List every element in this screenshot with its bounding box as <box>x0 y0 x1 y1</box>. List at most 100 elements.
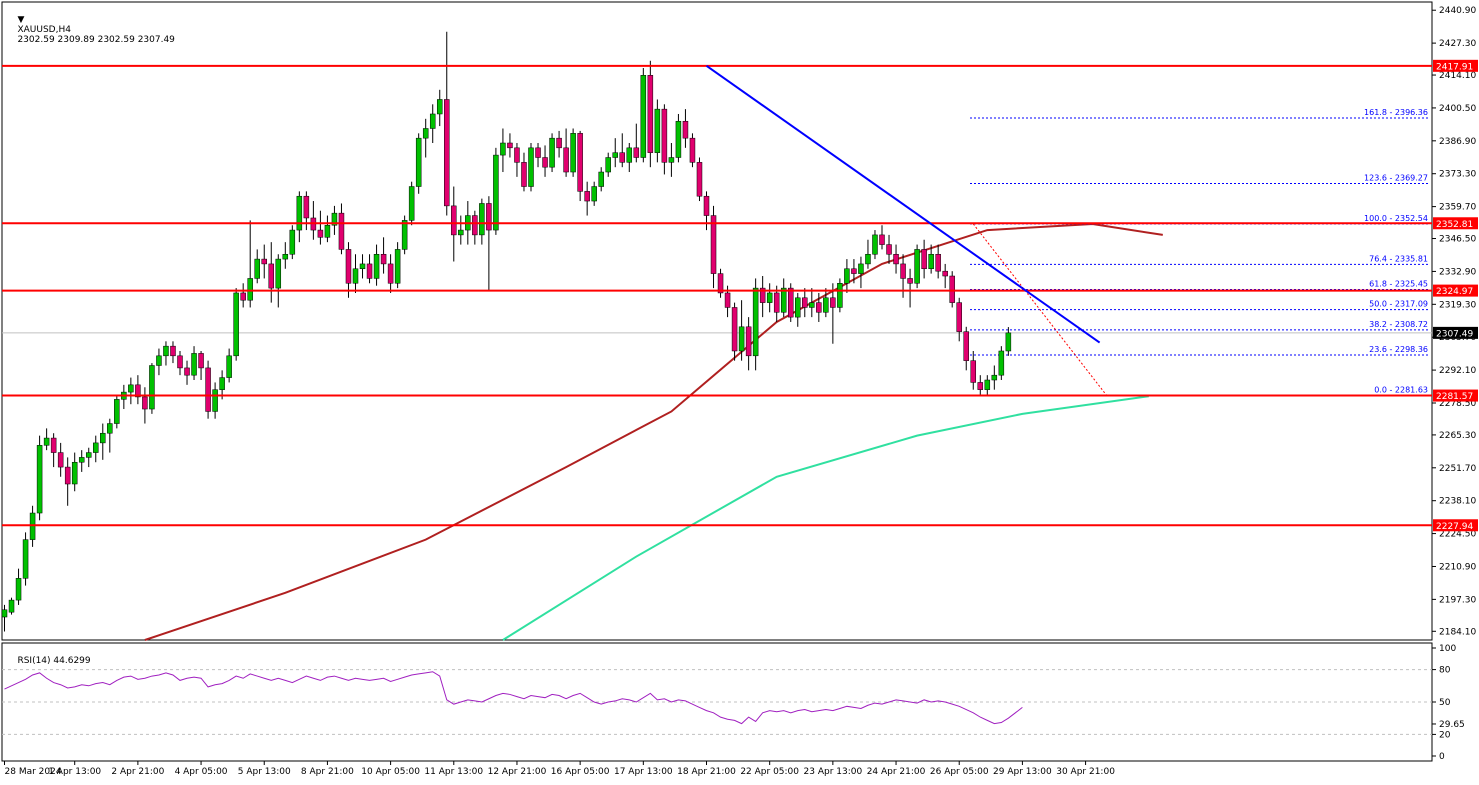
x-tick-label: 17 Apr 13:00 <box>614 767 673 777</box>
candle-body <box>247 278 253 301</box>
candle-body <box>570 133 576 173</box>
candle-body <box>15 578 22 601</box>
candle-body <box>149 365 155 410</box>
candle-body <box>780 287 787 313</box>
candle-body <box>64 466 71 485</box>
candle-body <box>619 152 626 163</box>
candle-body <box>921 249 927 270</box>
ma-green-line <box>502 395 1149 641</box>
candle-body <box>858 263 864 274</box>
candle-body <box>787 287 794 318</box>
fib-level-label: 61.8 - 2325.45 <box>1369 279 1428 288</box>
candle-body <box>451 205 457 236</box>
level-price-label: 2227.94 <box>1436 522 1473 532</box>
candle-body <box>795 297 801 318</box>
candle-body <box>240 292 246 301</box>
candle-body <box>233 292 239 357</box>
candle-body <box>345 249 352 284</box>
candle-body <box>373 253 380 279</box>
candle-body <box>331 212 338 226</box>
candle-body <box>872 234 878 255</box>
level-price-label: 2417.91 <box>1436 62 1473 72</box>
candle-body <box>598 171 604 187</box>
candle-body <box>731 307 738 352</box>
candle-body <box>184 367 190 376</box>
candle-body <box>479 203 485 236</box>
candle-body <box>521 162 527 187</box>
y-tick-label: 2359.70 <box>1439 203 1476 213</box>
rsi-y-tick-label: 20 <box>1439 730 1451 740</box>
y-tick-label: 2184.10 <box>1439 627 1476 637</box>
candle-body <box>942 270 948 277</box>
y-tick-label: 2224.50 <box>1439 530 1476 540</box>
candle-body <box>415 137 422 187</box>
candle-body <box>886 244 892 255</box>
candle-body <box>57 452 64 468</box>
candle-body <box>907 278 913 284</box>
candle-body <box>135 384 141 398</box>
candle-body <box>591 186 597 202</box>
candle-body <box>809 302 815 308</box>
candle-body <box>22 539 29 579</box>
y-tick-label: 2440.90 <box>1439 6 1476 16</box>
candle-body <box>444 99 450 207</box>
candle-body <box>816 302 822 313</box>
candle-body <box>844 268 850 284</box>
level-price-label: 2281.57 <box>1436 392 1473 402</box>
candle-body <box>535 147 541 158</box>
candle-body <box>963 331 969 361</box>
candle-body <box>528 147 534 187</box>
x-tick-label: 10 Apr 05:00 <box>361 767 420 777</box>
symbol-header: ▼ XAUUSD,H4 2302.59 2309.89 2302.59 2307… <box>6 5 174 55</box>
rsi-line <box>4 671 1023 725</box>
candle-body <box>556 137 562 149</box>
candle-body <box>8 599 15 613</box>
candle-body <box>100 432 106 444</box>
candle-body <box>865 253 871 265</box>
candle-body <box>458 229 464 236</box>
candle-body <box>191 353 197 376</box>
candle-body <box>837 283 843 308</box>
level-price-box <box>1433 519 1478 532</box>
candle-body <box>935 253 941 272</box>
candle-body <box>177 355 183 369</box>
rsi-y-tick-label: 80 <box>1439 666 1451 676</box>
candle-body <box>612 152 618 158</box>
candle-body <box>71 461 78 485</box>
current-price-box <box>1433 326 1478 339</box>
candle-body <box>500 142 506 156</box>
candle-body <box>212 389 218 412</box>
candle-body <box>142 396 148 410</box>
dropdown-triangle-icon[interactable]: ▼ <box>17 15 25 25</box>
fib-level-label: 38.2 - 2308.72 <box>1369 320 1428 329</box>
candle-body <box>507 142 513 149</box>
x-tick-label: 29 Apr 13:00 <box>993 767 1052 777</box>
candle-body <box>640 75 647 158</box>
candle-body <box>991 374 998 381</box>
candle-body <box>493 154 499 231</box>
candle-body <box>254 258 260 279</box>
candle-body <box>998 350 1005 376</box>
candle-body <box>745 326 752 357</box>
candle-body <box>156 355 162 366</box>
candle-body <box>542 157 548 168</box>
y-tick-label: 2332.90 <box>1439 267 1476 277</box>
rsi-label: RSI(14) 44.6299 <box>17 656 91 666</box>
x-tick-label: 4 Apr 05:00 <box>175 767 228 777</box>
candle-body <box>703 195 710 216</box>
y-tick-label: 2238.10 <box>1439 497 1476 507</box>
candle-body <box>682 120 689 139</box>
x-tick-label: 16 Apr 05:00 <box>551 767 610 777</box>
candle-body <box>338 212 345 250</box>
rsi-y-tick-label: 29.65 <box>1439 720 1465 730</box>
candle-body <box>303 195 310 219</box>
candle-body <box>93 442 99 453</box>
level-price-box <box>1433 284 1478 297</box>
candle-body <box>387 263 394 284</box>
candle-body <box>773 292 780 313</box>
candle-body <box>984 379 991 390</box>
candle-body <box>710 215 717 274</box>
trendline <box>705 65 1101 344</box>
